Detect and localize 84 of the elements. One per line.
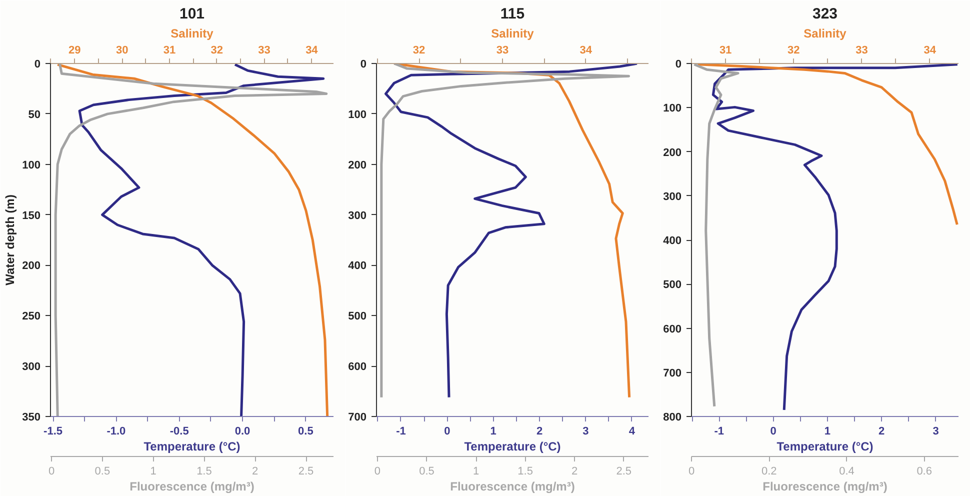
y-tick-label: 500 bbox=[663, 279, 682, 292]
x-tick-label: -0.5 bbox=[170, 426, 189, 438]
x-tick-label: 0 bbox=[444, 426, 450, 438]
x2-tick-label: 31 bbox=[719, 44, 732, 56]
x2-tick-label: 34 bbox=[306, 44, 319, 56]
y-tick-label: 300 bbox=[663, 190, 682, 203]
x2-tick-label: 32 bbox=[788, 44, 800, 56]
x-tick-label: 0 bbox=[770, 426, 776, 438]
x-tick-label: 0 bbox=[374, 466, 381, 478]
x-tick-label: -1.0 bbox=[106, 426, 126, 438]
x2-tick-label: 34 bbox=[924, 44, 937, 56]
x-axis-title: Fluorescence (mg/m³) bbox=[130, 480, 254, 494]
x-tick-label: 2.5 bbox=[616, 466, 632, 478]
x-tick-label: 3 bbox=[932, 426, 939, 438]
chart-title: 115 bbox=[500, 6, 525, 22]
y-tick-label: 0 bbox=[360, 58, 367, 70]
x-tick-label: 1 bbox=[472, 466, 480, 478]
y-tick-label: 300 bbox=[348, 210, 367, 222]
x-tick-label: 0.5 bbox=[298, 426, 314, 438]
y-tick-label: 0 bbox=[675, 58, 682, 70]
y-tick-label: 300 bbox=[22, 361, 41, 374]
y-tick-label: 600 bbox=[663, 323, 682, 336]
y-tick-label: 400 bbox=[348, 260, 367, 272]
y-axis-title: Water depth (m) bbox=[3, 194, 18, 286]
x2-tick-label: 30 bbox=[116, 44, 128, 56]
x-tick-label: -1.5 bbox=[44, 426, 63, 438]
x-tick-label: 0 bbox=[48, 466, 55, 478]
y-tick-label: 200 bbox=[348, 159, 367, 172]
y-tick-label: 350 bbox=[22, 412, 41, 424]
y-tick-label: 0 bbox=[34, 58, 41, 70]
x-tick-label: 2 bbox=[536, 426, 543, 438]
y-tick-label: 400 bbox=[663, 235, 682, 247]
x2-tick-label: 34 bbox=[580, 44, 593, 56]
y-tick-label: 700 bbox=[663, 367, 682, 380]
y-tick-label: 50 bbox=[28, 108, 41, 121]
x-tick-label: 0.0 bbox=[234, 426, 250, 438]
chart-title: 323 bbox=[812, 6, 838, 22]
x2-tick-label: 32 bbox=[412, 44, 426, 56]
x-tick-label: 0.2 bbox=[761, 466, 777, 478]
x-tick-label: 0 bbox=[688, 466, 695, 478]
chart-title: 101 bbox=[179, 6, 205, 22]
x-tick-label: -1 bbox=[714, 426, 724, 438]
x-tick-label: 0.5 bbox=[94, 466, 110, 478]
x-tick-label: 2 bbox=[252, 466, 258, 478]
x-tick-label: 4 bbox=[628, 426, 636, 438]
x2-axis-title: Salinity bbox=[491, 26, 534, 40]
y-tick-label: 250 bbox=[22, 310, 41, 323]
x-tick-label: 0.6 bbox=[916, 466, 932, 478]
x-tick-label: 0.4 bbox=[839, 466, 854, 478]
x-axis-title: Temperature (°C) bbox=[776, 440, 874, 454]
x-tick-label: 1 bbox=[824, 426, 831, 438]
x2-axis-title: Salinity bbox=[170, 26, 214, 40]
y-tick-label: 600 bbox=[348, 361, 367, 374]
x-tick-label: 2 bbox=[878, 426, 885, 438]
y-tick-label: 150 bbox=[22, 210, 41, 222]
x-axis-title: Temperature (°C) bbox=[144, 440, 240, 454]
y-tick-label: 100 bbox=[22, 159, 41, 172]
x2-tick-label: 33 bbox=[496, 44, 509, 56]
x2-tick-label: 29 bbox=[68, 44, 81, 56]
x-tick-label: 1 bbox=[150, 466, 156, 478]
x-tick-label: 1.5 bbox=[518, 466, 533, 478]
x-axis-title: Temperature (°C) bbox=[464, 440, 561, 454]
x2-tick-label: 33 bbox=[856, 44, 868, 56]
line-series bbox=[712, 64, 958, 412]
x-tick-label: 1 bbox=[490, 426, 496, 438]
x-tick-label: 1.5 bbox=[196, 466, 212, 478]
x2-tick-label: 33 bbox=[258, 44, 270, 56]
y-tick-label: 100 bbox=[348, 108, 367, 121]
x-tick-label: -1 bbox=[396, 426, 406, 438]
y-tick-label: 200 bbox=[22, 260, 41, 272]
y-tick-label: 500 bbox=[348, 310, 367, 323]
x-tick-label: 0.5 bbox=[419, 466, 434, 478]
x-tick-label: 3 bbox=[582, 426, 589, 438]
x2-tick-label: 31 bbox=[163, 44, 176, 56]
x2-axis-title: Salinity bbox=[804, 26, 847, 40]
x-tick-label: 2 bbox=[572, 466, 578, 478]
x-axis-title: Fluorescence (mg/m³) bbox=[762, 480, 888, 494]
x-axis-title: Fluorescence (mg/m³) bbox=[450, 480, 575, 494]
x2-tick-label: 32 bbox=[210, 44, 224, 56]
y-tick-label: 100 bbox=[663, 102, 682, 115]
y-tick-label: 800 bbox=[663, 412, 682, 424]
y-tick-label: 200 bbox=[663, 146, 682, 159]
y-tick-label: 700 bbox=[348, 412, 367, 424]
x-tick-label: 2.5 bbox=[298, 466, 314, 478]
